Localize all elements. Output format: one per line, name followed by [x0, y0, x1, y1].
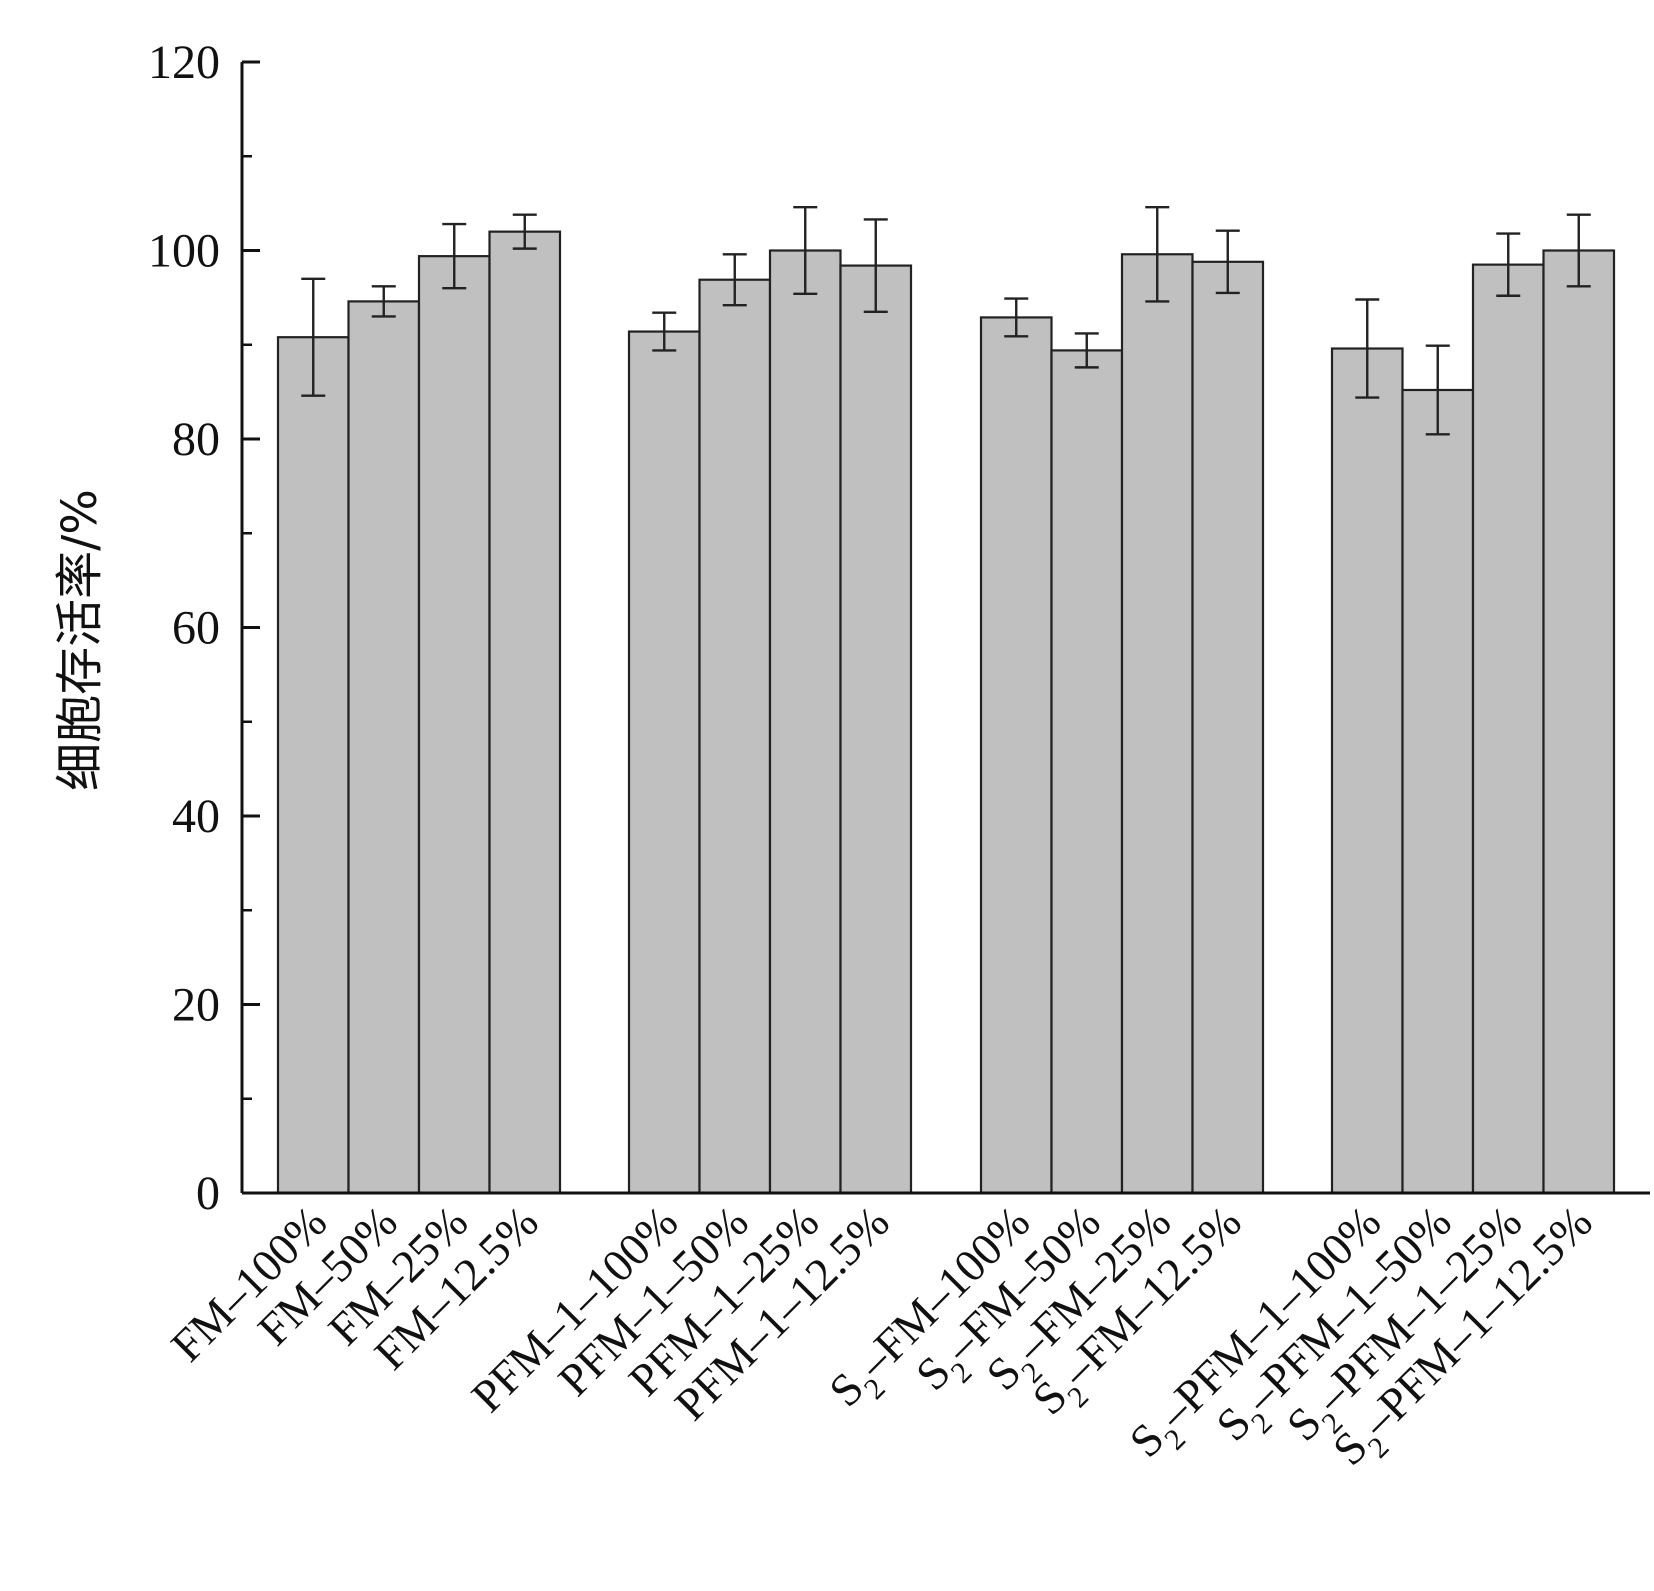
error-bar: [1566, 213, 1591, 288]
bar: [1191, 260, 1265, 1195]
y-tick-label: 60: [172, 602, 220, 655]
y-tick-label: 40: [172, 790, 220, 843]
bar: [1471, 263, 1545, 1195]
y-tick-label: 0: [196, 1167, 220, 1220]
error-bar: [301, 277, 326, 397]
bar: [1120, 253, 1194, 1195]
bar: [839, 264, 913, 1195]
bar: [1050, 349, 1124, 1195]
y-tick-label: 20: [172, 979, 220, 1032]
bar: [698, 278, 772, 1195]
error-bars-layer: [301, 205, 1591, 436]
error-bar: [1425, 344, 1450, 436]
x-category-labels: FM–100%FM–50%FM–25%FM–12.5%PFM–1–100%PFM…: [161, 1196, 1602, 1475]
error-bar: [1074, 332, 1099, 369]
bar: [979, 316, 1053, 1195]
error-bar: [1145, 205, 1170, 303]
y-tick-label: 80: [172, 413, 220, 466]
error-bar: [371, 285, 396, 318]
error-bar: [512, 213, 537, 250]
error-bar: [1496, 232, 1521, 297]
y-axis-title: 细胞存活率/%: [52, 489, 108, 791]
bar: [768, 249, 842, 1195]
error-bar: [722, 253, 747, 307]
bars-layer: [276, 230, 1616, 1195]
error-bar: [863, 218, 888, 313]
bar: [488, 230, 562, 1195]
error-bar: [793, 205, 818, 296]
y-ticks-layer: 0 20 40 60 80 100 120: [148, 36, 260, 1220]
bar: [627, 330, 701, 1195]
y-tick-label: 100: [148, 225, 220, 278]
error-bar: [1355, 298, 1380, 399]
y-tick-label: 120: [148, 36, 220, 89]
error-bar: [652, 311, 677, 352]
bar: [347, 300, 421, 1195]
error-bar: [1004, 297, 1029, 338]
bar: [1401, 388, 1475, 1195]
bar: [276, 336, 350, 1195]
bar: [1542, 249, 1616, 1195]
y-axis-title-group: 细胞存活率/%: [52, 489, 108, 791]
error-bar: [1215, 229, 1240, 295]
error-bar: [442, 222, 467, 290]
bar: [417, 255, 491, 1195]
bar: [1330, 347, 1404, 1195]
